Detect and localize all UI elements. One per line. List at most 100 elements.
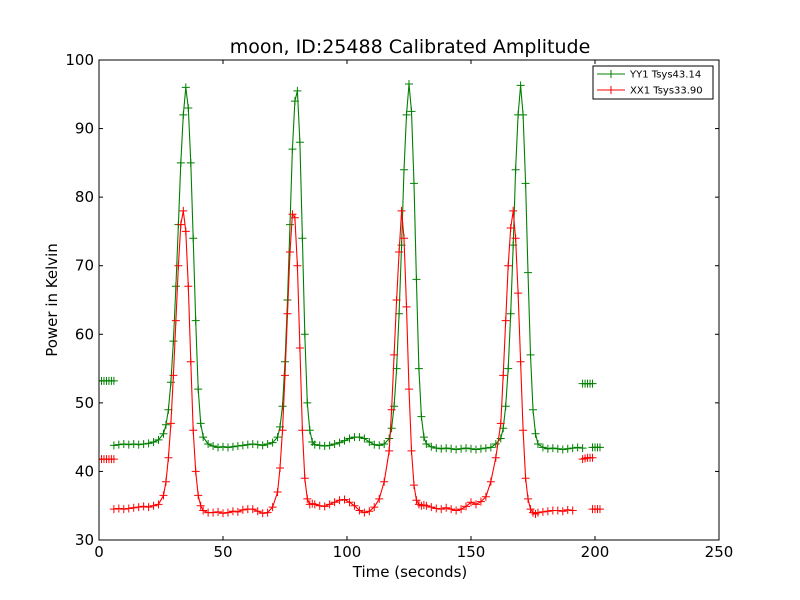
data-point: [181, 227, 190, 236]
data-point: [214, 507, 223, 516]
data-point: [533, 440, 542, 448]
data-point: [166, 419, 175, 428]
y-axis-label: Power in Kelvin: [43, 243, 61, 357]
data-point: [432, 444, 441, 453]
data-point: [124, 504, 133, 513]
data-point: [457, 505, 466, 514]
data-point: [387, 405, 396, 414]
data-point: [524, 494, 533, 503]
data-point: [179, 110, 188, 119]
data-point: [467, 498, 475, 507]
data-point: [303, 494, 312, 503]
data-point: [380, 440, 389, 448]
data-point: [290, 97, 299, 106]
data-point: [171, 282, 180, 291]
data-point: [300, 474, 309, 483]
data-point: [340, 436, 349, 445]
data-point: [176, 158, 185, 167]
data-point: [330, 440, 339, 448]
data-point: [511, 234, 520, 243]
data-point: [191, 316, 200, 325]
data-point: [531, 429, 540, 438]
data-point: [258, 509, 267, 518]
data-point: [268, 503, 277, 512]
data-point: [295, 138, 304, 147]
data-point: [238, 505, 247, 514]
data-point: [476, 444, 485, 453]
data-point: [452, 445, 461, 454]
data-point: [538, 507, 547, 516]
legend-box: [592, 65, 714, 100]
data-point: [516, 81, 525, 90]
data-point: [563, 505, 572, 514]
data-point: [248, 440, 257, 448]
data-point: [409, 481, 418, 490]
data-point: [191, 467, 200, 476]
data-point: [370, 440, 379, 449]
y-tick-label: 70: [75, 257, 94, 275]
data-point: [392, 296, 401, 304]
data-point: [514, 289, 523, 298]
x-tick-label: 0: [94, 543, 104, 561]
data-point: [385, 434, 394, 443]
data-point: [253, 440, 262, 449]
data-point: [300, 330, 309, 339]
data-point: [414, 364, 423, 373]
data-point: [184, 282, 193, 291]
data-point: [588, 453, 597, 462]
data-point: [422, 440, 431, 448]
data-point: [521, 179, 530, 188]
data-point: [194, 491, 203, 500]
data-point: [340, 495, 349, 504]
data-point: [320, 442, 329, 451]
data-point: [375, 494, 384, 503]
data-point: [501, 402, 510, 411]
data-point: [548, 444, 557, 453]
data-point: [298, 234, 307, 243]
data-point: [385, 446, 394, 455]
data-point: [405, 80, 413, 88]
data-point: [387, 424, 396, 433]
data-point: [298, 426, 307, 435]
data-point: [196, 419, 205, 428]
data-point: [129, 440, 138, 448]
data-point: [521, 474, 530, 483]
data-point: [519, 426, 528, 435]
data-point: [233, 442, 242, 451]
data-point: [412, 275, 421, 284]
data-point: [320, 502, 329, 511]
data-point: [119, 505, 128, 514]
data-point: [360, 508, 369, 517]
data-point: [214, 443, 223, 452]
data-point: [243, 440, 252, 449]
data-point: [442, 444, 451, 453]
data-point: [397, 206, 406, 215]
data-point: [506, 309, 515, 318]
data-point: [154, 435, 163, 444]
y-tick-label: 80: [75, 188, 94, 206]
data-point: [350, 501, 359, 510]
data-point: [380, 477, 389, 486]
data-point: [285, 248, 294, 256]
data-point: [164, 453, 173, 462]
data-point: [595, 443, 604, 452]
data-point: [276, 464, 285, 472]
data-point: [124, 440, 133, 449]
data-point: [233, 507, 242, 516]
data-point: [442, 503, 451, 512]
data-point: [263, 440, 272, 448]
data-point: [533, 508, 542, 517]
data-point: [563, 444, 572, 453]
data-point: [330, 498, 339, 507]
data-point: [134, 440, 143, 449]
data-point: [402, 302, 411, 311]
data-point: [526, 350, 535, 359]
data-point: [174, 261, 183, 270]
data-point: [290, 213, 299, 222]
data-point: [409, 179, 418, 188]
data-point: [171, 316, 180, 325]
data-point: [496, 419, 505, 428]
data-point: [109, 376, 118, 385]
data-point: [161, 420, 170, 429]
series-0: [99, 80, 604, 454]
